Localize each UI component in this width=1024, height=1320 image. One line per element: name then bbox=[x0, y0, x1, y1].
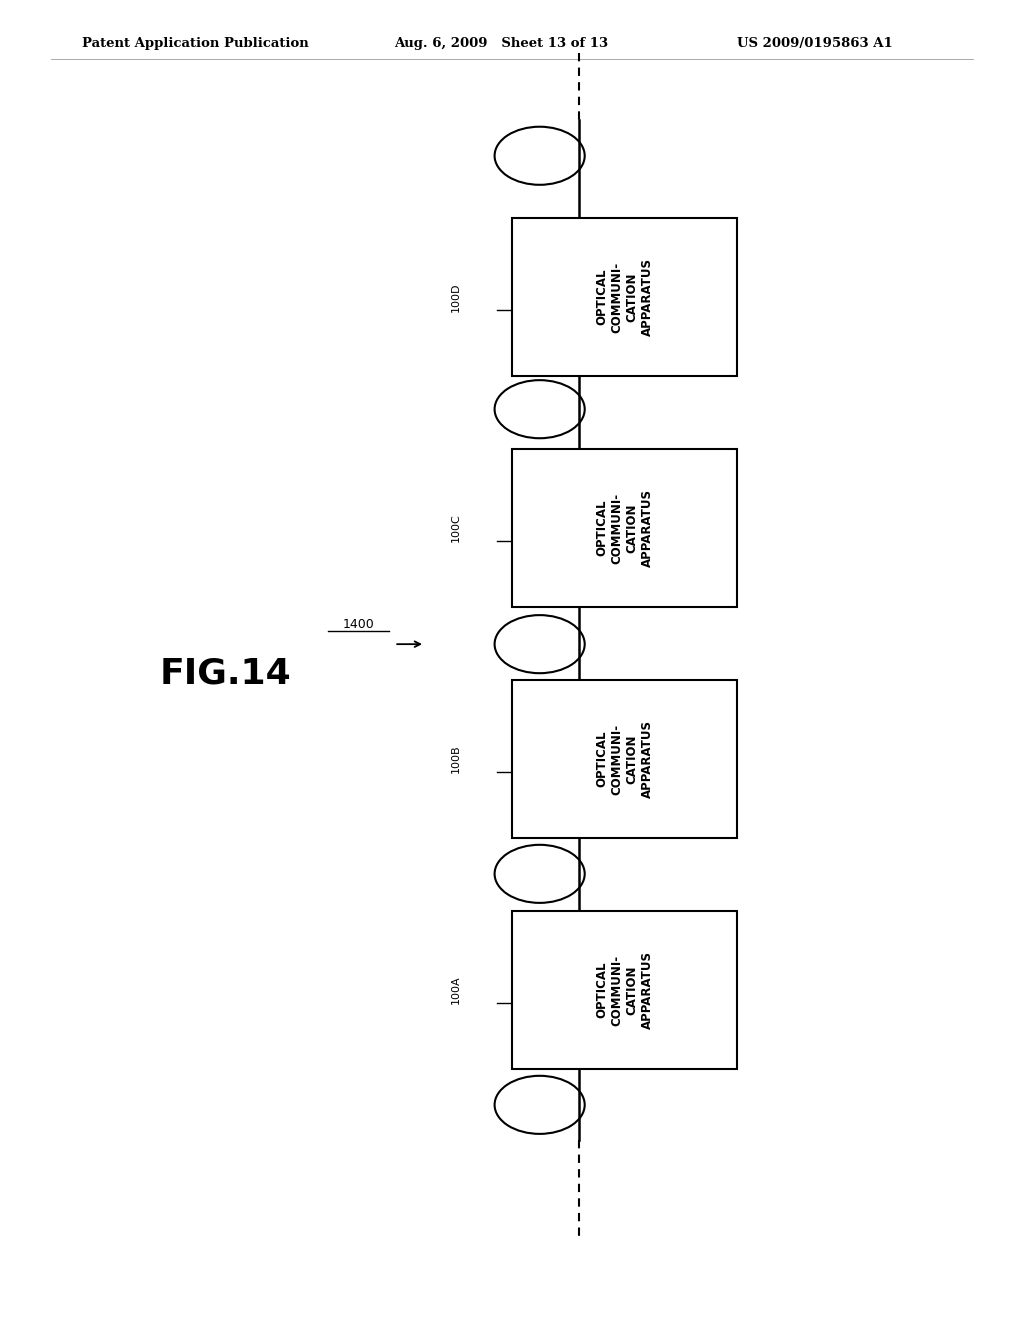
Text: US 2009/0195863 A1: US 2009/0195863 A1 bbox=[737, 37, 893, 50]
Bar bbox=[512, 218, 737, 376]
Text: FIG.14: FIG.14 bbox=[160, 656, 291, 690]
Bar bbox=[512, 911, 737, 1069]
Text: OPTICAL
COMMUNI-
CATION
APPARATUS: OPTICAL COMMUNI- CATION APPARATUS bbox=[596, 488, 653, 568]
Text: 100D: 100D bbox=[451, 282, 461, 312]
Text: 100B: 100B bbox=[451, 744, 461, 774]
Text: OPTICAL
COMMUNI-
CATION
APPARATUS: OPTICAL COMMUNI- CATION APPARATUS bbox=[596, 719, 653, 799]
Bar bbox=[512, 218, 737, 376]
Text: Aug. 6, 2009   Sheet 13 of 13: Aug. 6, 2009 Sheet 13 of 13 bbox=[394, 37, 608, 50]
Bar bbox=[512, 680, 737, 838]
Bar bbox=[512, 911, 737, 1069]
Text: Patent Application Publication: Patent Application Publication bbox=[82, 37, 308, 50]
Bar bbox=[512, 449, 737, 607]
Text: OPTICAL
COMMUNI-
CATION
APPARATUS: OPTICAL COMMUNI- CATION APPARATUS bbox=[596, 950, 653, 1030]
Bar bbox=[512, 449, 737, 607]
Text: 1400: 1400 bbox=[342, 618, 375, 631]
Text: 100A: 100A bbox=[451, 975, 461, 1005]
Text: OPTICAL
COMMUNI-
CATION
APPARATUS: OPTICAL COMMUNI- CATION APPARATUS bbox=[596, 257, 653, 337]
Text: 100C: 100C bbox=[451, 513, 461, 543]
Bar bbox=[512, 680, 737, 838]
